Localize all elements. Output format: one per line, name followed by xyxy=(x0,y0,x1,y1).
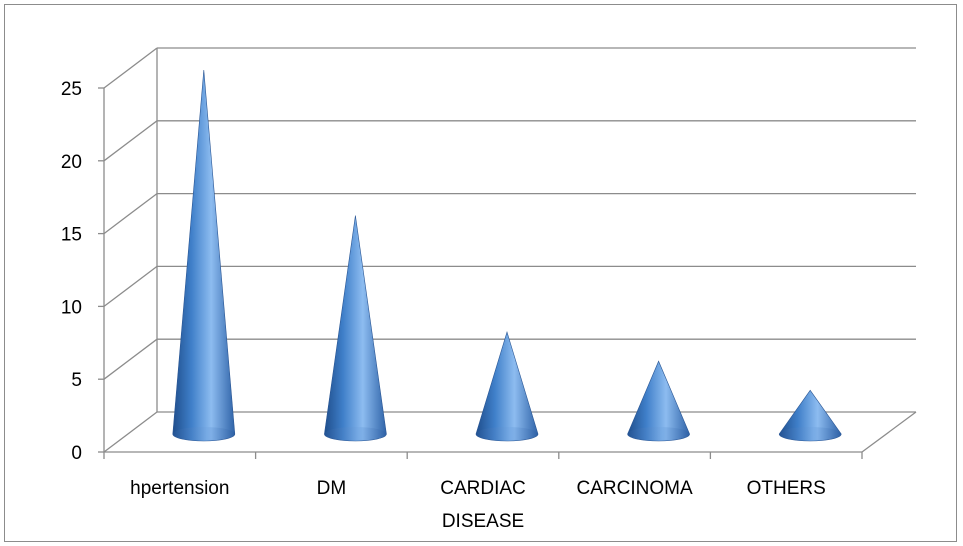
gridline-wall-2 xyxy=(103,265,158,307)
gridline-wall-1 xyxy=(103,338,158,380)
gridline-wall-0 xyxy=(103,411,158,453)
x-category-label-2-line-0: CARDIAC xyxy=(440,478,526,499)
cone-body-0 xyxy=(172,69,236,442)
cone-1 xyxy=(324,215,387,442)
cone-2 xyxy=(475,331,539,442)
cone-base-2 xyxy=(476,427,538,441)
gridline-wall-4 xyxy=(103,120,158,162)
y-tick-label-20: 20 xyxy=(61,152,82,173)
cone-0 xyxy=(172,69,236,442)
gridline-wall-5 xyxy=(103,47,158,89)
cone-base-3 xyxy=(627,427,690,441)
y-tick-label-25: 25 xyxy=(61,79,82,100)
x-category-label-3: CARCINOMA xyxy=(577,478,693,499)
x-category-label-1: DM xyxy=(317,478,347,499)
cone-body-1 xyxy=(324,215,387,442)
y-tick-label-15: 15 xyxy=(61,225,82,246)
floor-right-edge xyxy=(861,411,917,453)
y-tick-label-5: 5 xyxy=(71,370,82,391)
y-axis-tick-labels: 0 5 10 15 20 25 xyxy=(61,79,82,464)
y-tick-label-0: 0 xyxy=(71,443,82,464)
gridlines xyxy=(103,47,916,453)
y-tick-label-10: 10 xyxy=(61,297,82,318)
gridline-wall-3 xyxy=(103,193,158,235)
cone-3 xyxy=(627,360,690,442)
x-axis-category-labels: hpertension DM CARDIAC DISEASE CARCINOMA OTHE… xyxy=(130,478,826,532)
x-category-label-2-line-1: DISEASE xyxy=(442,511,524,532)
cone-body-2 xyxy=(475,331,539,442)
cone-base-0 xyxy=(172,427,235,441)
cone-series xyxy=(172,69,842,442)
cone-base-4 xyxy=(779,427,842,441)
cone-base-1 xyxy=(324,427,387,441)
cone-4 xyxy=(778,389,842,442)
x-category-label-0: hpertension xyxy=(130,478,229,499)
x-category-label-4: OTHERS xyxy=(747,478,826,499)
axes xyxy=(98,48,917,459)
